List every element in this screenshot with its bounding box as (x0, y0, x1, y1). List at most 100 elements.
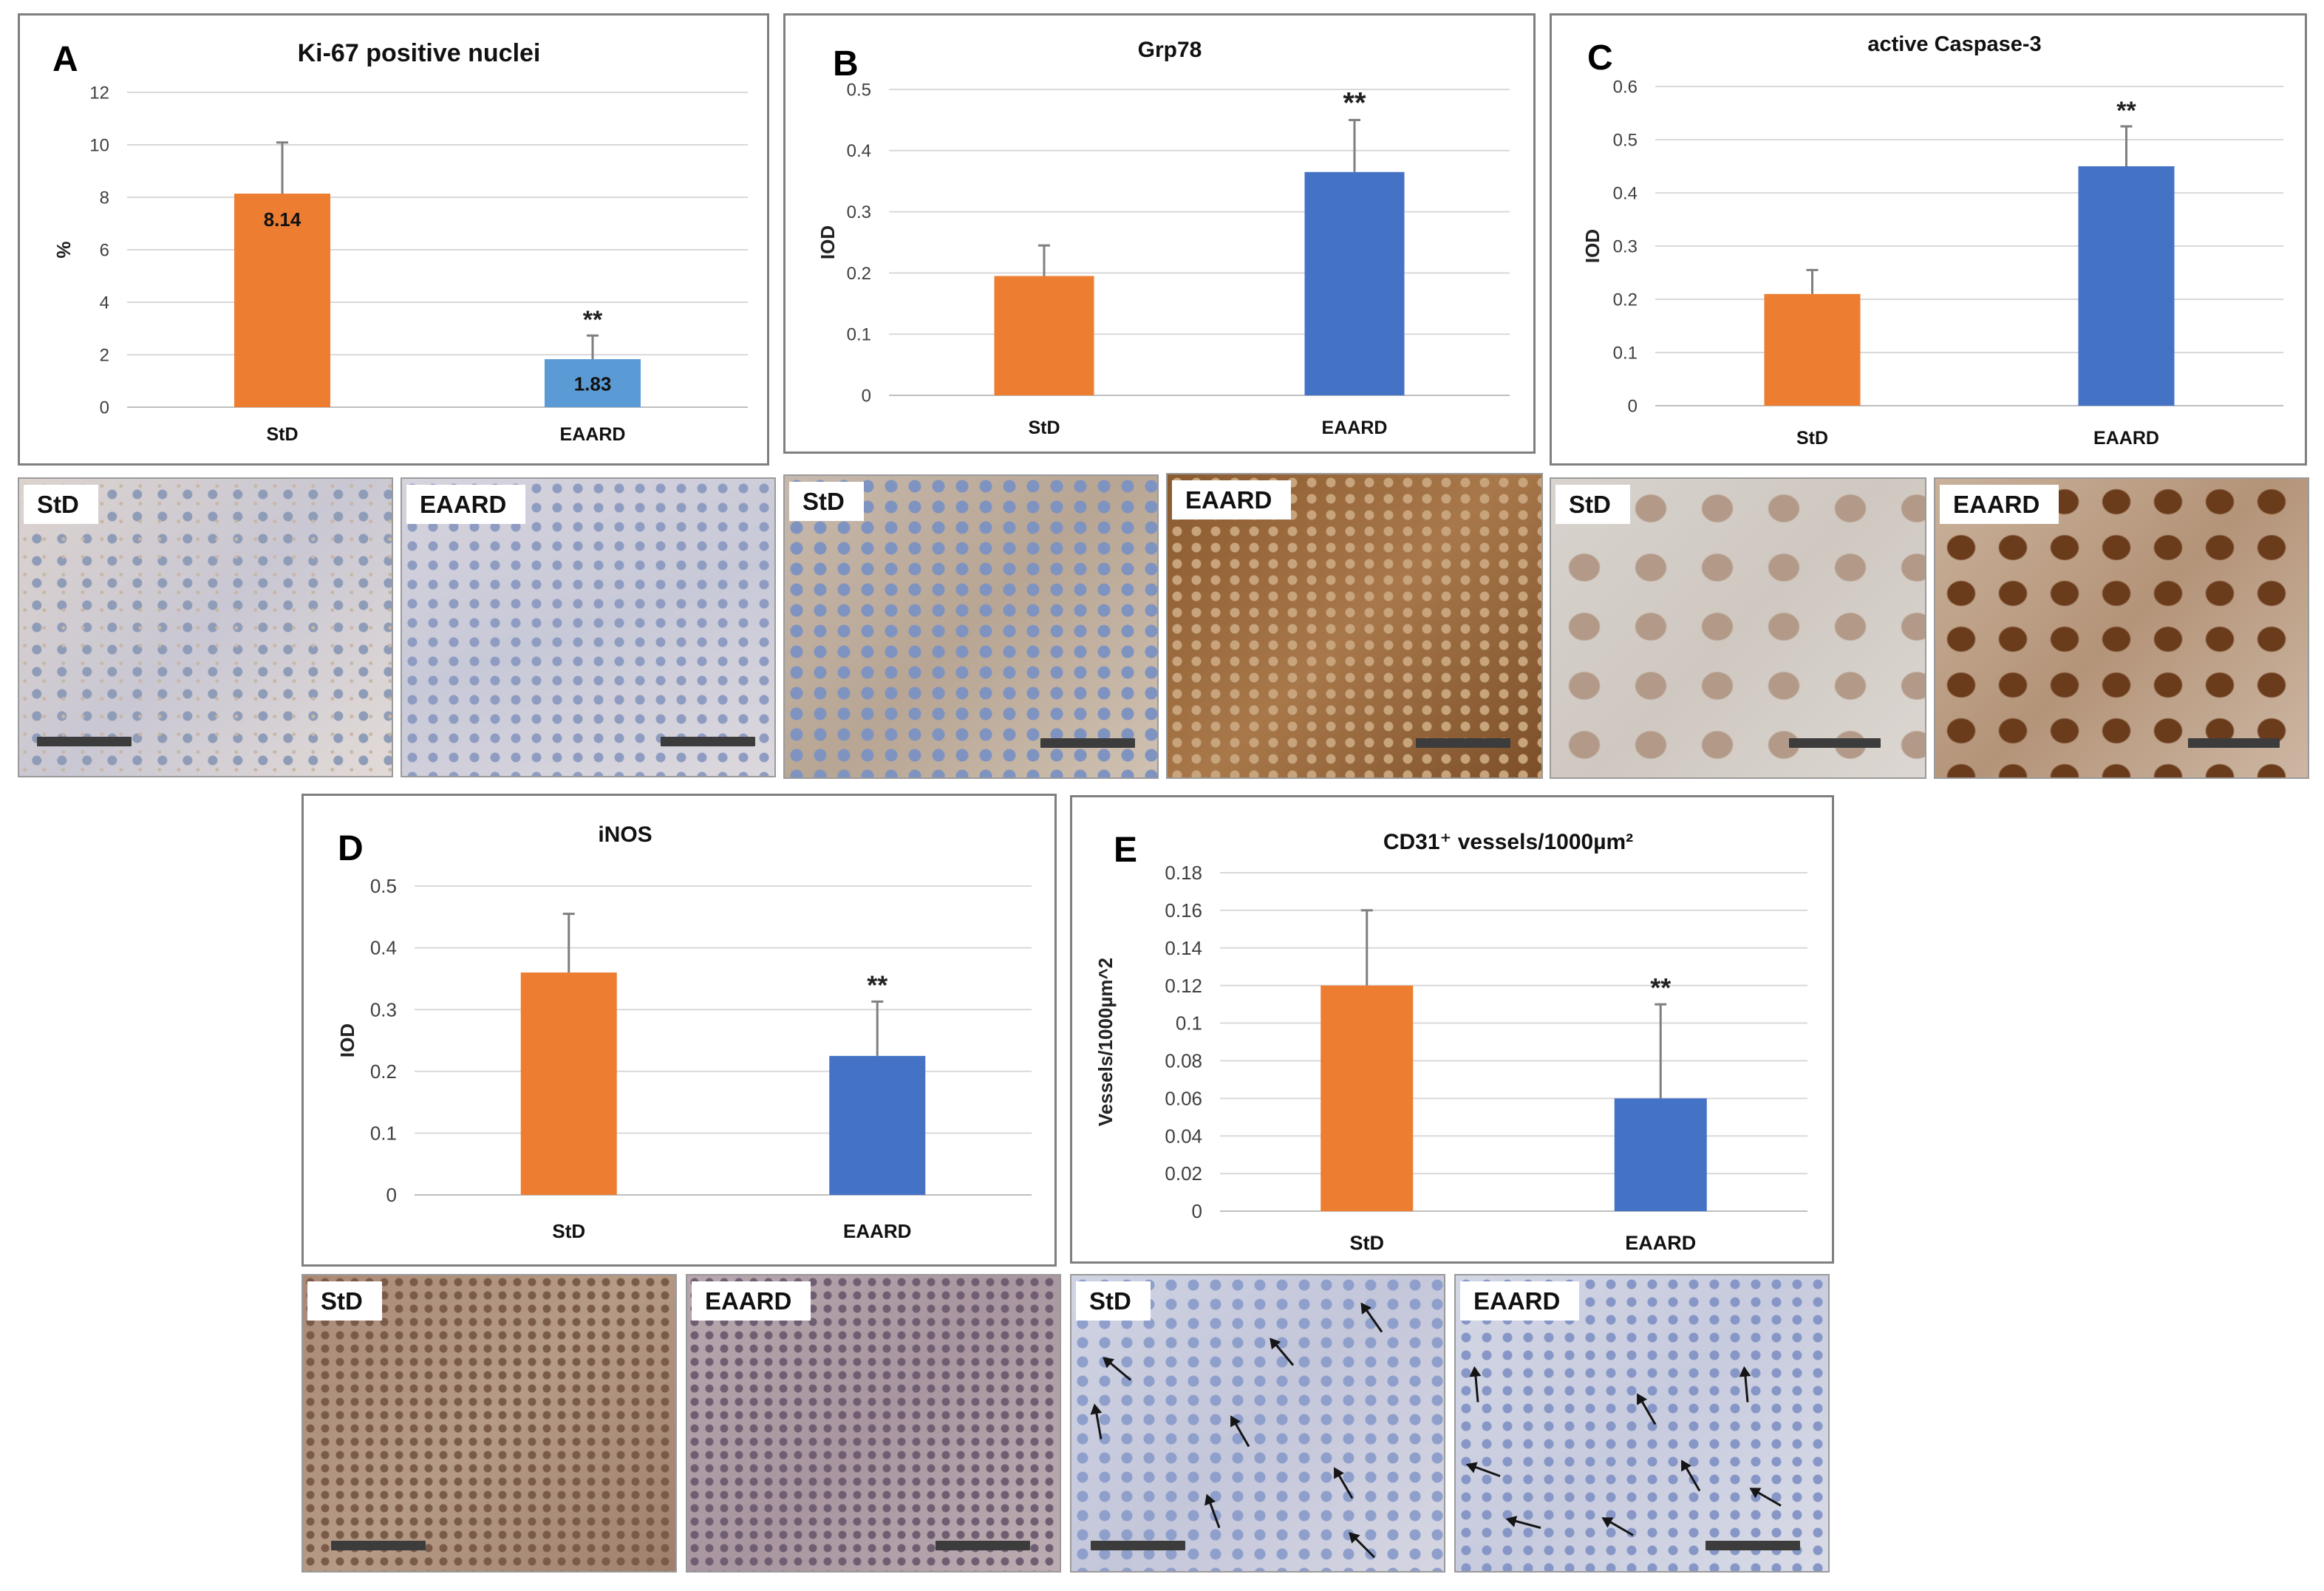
data-label: 1.83 (574, 373, 612, 395)
y-tick-label: 0.18 (1165, 862, 1202, 884)
bar (234, 194, 330, 407)
bar-chart-d: 0 0.1 0.2 0.3 0.4 0.5 iNOS IOD StD ** EAARD (336, 822, 1032, 1242)
x-category-label: StD (1796, 428, 1828, 449)
micrograph-caspase3-eaard: EAARD (1934, 477, 2309, 779)
x-category-label: StD (1028, 418, 1060, 438)
scale-bar (2188, 738, 2280, 748)
y-tick-label: 0.5 (847, 80, 871, 100)
y-axis-label: % (52, 241, 75, 258)
bar-chart-b: 0 0.1 0.2 0.3 0.4 0.5 Grp78 IOD StD ** EAARD (817, 38, 1510, 438)
micrograph-inos-eaard: EAARD (686, 1274, 1061, 1573)
chart-panel-e: E 0 0.02 0.04 0.06 0.08 0.1 0.12 0.14 0.16 0.18 CD… (1070, 795, 1834, 1264)
micrograph-label: EAARD (692, 1281, 811, 1321)
y-axis-label: IOD (817, 225, 839, 259)
chart-panel-a: A 0 2 4 6 8 10 12 Ki-67 positive nuclei% 8.14 StD… (18, 13, 769, 466)
y-tick-label: 12 (89, 83, 109, 103)
x-category-label: EAARD (2093, 428, 2159, 449)
y-tick-label: 8 (100, 188, 109, 208)
y-tick-label: 0.6 (1613, 77, 1638, 97)
y-tick-label: 0.4 (1613, 183, 1638, 203)
micrograph-label: EAARD (406, 485, 526, 524)
y-tick-label: 0.2 (847, 264, 871, 284)
chart-title: Grp78 (1138, 38, 1202, 62)
panel-letter-c: C (1587, 38, 1613, 78)
y-tick-label: 0.2 (370, 1060, 397, 1083)
scale-bar (661, 737, 755, 746)
vessel-arrow (1206, 1495, 1221, 1529)
y-tick-label: 0.3 (847, 202, 871, 222)
bar (829, 1055, 926, 1195)
y-tick-label: 0.5 (370, 875, 397, 897)
x-category-label: StD (266, 424, 298, 445)
y-tick-label: 0.14 (1165, 937, 1202, 959)
bar (1321, 985, 1414, 1211)
bar (1764, 293, 1861, 406)
micrograph-label: EAARD (1940, 485, 2059, 524)
micrograph-label: StD (1076, 1281, 1151, 1321)
y-tick-label: 0.2 (1613, 290, 1638, 310)
micrograph-inos-std: StD (301, 1274, 677, 1573)
panel-letter-a: A (52, 40, 78, 79)
y-tick-label: 0 (1192, 1200, 1202, 1222)
vessel-arrow (1103, 1357, 1131, 1381)
bar-chart-c: 0 0.1 0.2 0.3 0.4 0.5 0.6 active Caspase-3 IOD St… (1581, 33, 2283, 449)
y-tick-label: 10 (89, 135, 109, 155)
y-axis-label: Vessels/1000µm^2 (1094, 958, 1117, 1126)
scale-bar (331, 1541, 426, 1550)
y-tick-label: 0.16 (1165, 899, 1202, 921)
x-category-label: StD (552, 1220, 585, 1242)
micrograph-caspase3-std: StD (1550, 477, 1926, 779)
micrograph-cd31-eaard: EAARD (1454, 1274, 1830, 1573)
panel-letter-b: B (833, 44, 859, 84)
scale-bar (1091, 1541, 1185, 1550)
y-tick-label: 0.1 (1176, 1012, 1202, 1035)
vessel-arrow (1094, 1405, 1103, 1440)
scale-bar (1789, 738, 1881, 748)
vessel-arrow (1603, 1517, 1634, 1536)
micrograph-ki67-eaard: EAARD (401, 477, 776, 777)
vessel-arrow (1473, 1368, 1479, 1403)
x-category-label: EAARD (843, 1220, 911, 1242)
y-tick-label: 0.06 (1165, 1087, 1202, 1109)
vessel-arrow (1468, 1463, 1501, 1477)
chart-title: CD31⁺ vessels/1000µm² (1383, 830, 1633, 854)
micrograph-label: EAARD (1172, 480, 1292, 519)
significance-marker: ** (867, 970, 887, 1000)
y-tick-label: 0 (100, 398, 109, 418)
y-tick-label: 0 (862, 386, 871, 406)
panel-letter-d: D (338, 829, 364, 868)
scale-bar (1040, 738, 1135, 748)
micrograph-grp78-std: StD (783, 474, 1159, 779)
micrograph-label: StD (789, 482, 864, 521)
chart-panel-b: B 0 0.1 0.2 0.3 0.4 0.5 Grp78 IOD StD ** EAARD (783, 13, 1536, 454)
vessel-arrow (1230, 1416, 1250, 1448)
micrograph-label: StD (307, 1281, 382, 1321)
y-tick-label: 2 (100, 345, 109, 365)
vessel-arrow (1637, 1394, 1657, 1425)
y-tick-label: 0.4 (370, 937, 397, 959)
micrograph-grp78-eaard: EAARD (1166, 473, 1543, 779)
significance-marker: ** (1343, 86, 1366, 119)
y-axis-label: IOD (1581, 229, 1604, 263)
chart-title: iNOS (598, 822, 652, 847)
chart-title: active Caspase-3 (1867, 33, 2041, 56)
micrograph-label: StD (1555, 485, 1630, 524)
bar (1614, 1098, 1707, 1211)
y-tick-label: 0.1 (1613, 343, 1638, 363)
significance-marker: ** (583, 306, 603, 334)
vessel-arrow (1681, 1460, 1701, 1492)
y-tick-label: 0.04 (1165, 1125, 1202, 1147)
y-tick-label: 0.5 (1613, 130, 1638, 150)
y-tick-label: 0.12 (1165, 975, 1202, 997)
bar (520, 972, 617, 1195)
panel-letter-e: E (1114, 831, 1138, 870)
bar (994, 276, 1094, 395)
micrograph-label: StD (24, 485, 98, 524)
significance-marker: ** (2116, 97, 2136, 125)
x-category-label: StD (1350, 1232, 1385, 1254)
y-tick-label: 4 (100, 293, 109, 313)
y-axis-label: IOD (336, 1023, 358, 1057)
vessel-arrow (1349, 1532, 1376, 1558)
y-tick-label: 0.4 (847, 141, 871, 161)
chart-title: Ki-67 positive nuclei (298, 39, 541, 67)
